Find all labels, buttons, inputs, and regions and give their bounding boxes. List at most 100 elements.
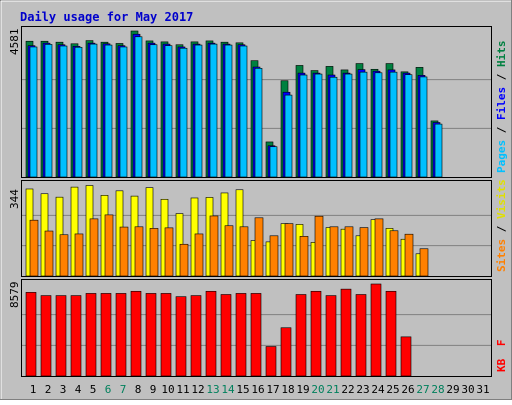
bar-kbytes-day-24: [370, 283, 382, 377]
bar-kbytes-day-17: [265, 346, 277, 377]
bar-sites-day-24: [374, 218, 384, 277]
bar-kbytes-day-1: [25, 292, 37, 377]
bar-kbytes-day-8: [130, 290, 142, 377]
bar-sites-day-13: [209, 215, 219, 277]
x-tick-label-day-22: 22: [341, 383, 354, 396]
bar-kbytes-day-10: [160, 293, 172, 377]
bar-kbytes-day-2: [40, 295, 52, 377]
bar-kbytes-day-14: [220, 294, 232, 377]
x-tick-label-day-28: 28: [431, 383, 444, 396]
legend-separator: /: [495, 73, 508, 80]
bar-sites-day-12: [194, 233, 204, 277]
legend-visits: Visits: [495, 179, 508, 219]
bar-sites-day-22: [344, 226, 354, 277]
bar-sites-day-8: [134, 226, 144, 277]
x-tick-label-day-7: 7: [120, 383, 127, 396]
x-tick-label-day-8: 8: [135, 383, 142, 396]
bar-sites-day-14: [224, 225, 234, 277]
x-tick-label-day-18: 18: [281, 383, 294, 396]
bar-pages-day-24: [374, 72, 383, 178]
bar-pages-day-10: [164, 45, 173, 178]
bar-sites-day-6: [104, 214, 114, 277]
x-tick-label-day-26: 26: [401, 383, 414, 396]
x-tick-label-day-31: 31: [476, 383, 489, 396]
x-tick-label-day-15: 15: [236, 383, 249, 396]
bar-sites-day-27: [419, 248, 429, 277]
bar-kbytes-day-5: [85, 293, 97, 377]
bar-kbytes-day-21: [325, 295, 337, 377]
x-tick-label-day-25: 25: [386, 383, 399, 396]
legend-hits: Hits: [495, 41, 508, 68]
legend-f: F: [495, 340, 508, 347]
bar-pages-day-11: [179, 47, 188, 178]
bar-pages-day-28: [434, 123, 443, 178]
x-tick-label-day-27: 27: [416, 383, 429, 396]
bar-kbytes-day-13: [205, 290, 217, 377]
x-tick-label-day-5: 5: [90, 383, 97, 396]
legend-sites: Sites: [495, 239, 508, 272]
bar-pages-day-22: [344, 73, 353, 178]
legend-visits-sites: Sites / Visits: [495, 179, 508, 272]
bar-pages-day-16: [254, 68, 263, 178]
bar-pages-day-8: [134, 36, 143, 178]
bar-pages-day-7: [119, 46, 128, 178]
x-tick-label-day-4: 4: [75, 383, 82, 396]
x-tick-label-day-19: 19: [296, 383, 309, 396]
bar-kbytes-day-18: [280, 327, 292, 377]
bar-kbytes-day-23: [355, 294, 367, 377]
x-tick-label-day-6: 6: [105, 383, 112, 396]
bar-sites-day-7: [119, 226, 129, 277]
x-tick-label-day-17: 17: [266, 383, 279, 396]
x-tick-label-day-13: 13: [206, 383, 219, 396]
x-tick-label-day-3: 3: [60, 383, 67, 396]
legend-pages: Pages: [495, 140, 508, 173]
legend-hits-files-pages: Pages / Files / Hits: [495, 41, 508, 174]
bar-sites-day-11: [179, 243, 189, 277]
bar-kbytes-day-20: [310, 290, 322, 377]
bar-sites-day-21: [329, 226, 339, 277]
x-tick-label-day-23: 23: [356, 383, 369, 396]
x-tick-label-day-14: 14: [221, 383, 235, 396]
bar-pages-day-2: [44, 44, 53, 178]
bar-pages-day-3: [59, 45, 68, 178]
x-tick-label-day-16: 16: [251, 383, 264, 396]
bar-pages-day-1: [29, 46, 38, 178]
bar-pages-day-4: [74, 46, 83, 178]
bar-kbytes-day-7: [115, 293, 127, 377]
chart-title: Daily usage for May 2017: [20, 10, 193, 24]
bar-kbytes-day-22: [340, 288, 352, 377]
bar-kbytes-day-25: [385, 290, 397, 377]
x-tick-label-day-12: 12: [191, 383, 204, 396]
bar-kbytes-day-16: [250, 293, 262, 377]
y-max-label-hits: 4581: [8, 29, 21, 56]
bar-pages-day-18: [284, 94, 293, 178]
x-tick-label-day-21: 21: [326, 383, 339, 396]
bar-sites-day-17: [269, 235, 279, 277]
bar-pages-day-20: [314, 73, 323, 178]
bar-sites-day-23: [359, 227, 369, 277]
bar-pages-day-19: [299, 74, 308, 178]
bar-pages-day-15: [239, 45, 248, 178]
x-tick-label-day-10: 10: [161, 383, 174, 396]
bar-layer: [25, 30, 443, 377]
x-axis-day-labels: 1 2 3 4 5 6 7 8 9 10 11 12 13 14 15 16 17 18 19 20 21 22 23 24 2…: [30, 383, 490, 396]
bar-kbytes-day-9: [145, 293, 157, 377]
x-tick-label-day-1: 1: [30, 383, 37, 396]
bar-pages-day-25: [389, 71, 398, 178]
bar-sites-day-3: [59, 234, 69, 277]
bar-sites-day-25: [389, 230, 399, 277]
x-tick-label-day-30: 30: [461, 383, 474, 396]
x-tick-label-day-29: 29: [446, 383, 459, 396]
bar-visits-day-4: [70, 186, 79, 277]
bar-kbytes-day-4: [70, 295, 82, 377]
bar-pages-day-12: [194, 44, 203, 178]
bar-pages-day-17: [269, 146, 278, 178]
bar-sites-day-2: [44, 230, 54, 277]
bar-kbytes-day-6: [100, 293, 112, 377]
bar-kbytes-day-19: [295, 294, 307, 377]
legend-separator: /: [495, 225, 508, 232]
legend-separator: /: [495, 126, 508, 133]
bar-sites-day-16: [254, 217, 264, 277]
